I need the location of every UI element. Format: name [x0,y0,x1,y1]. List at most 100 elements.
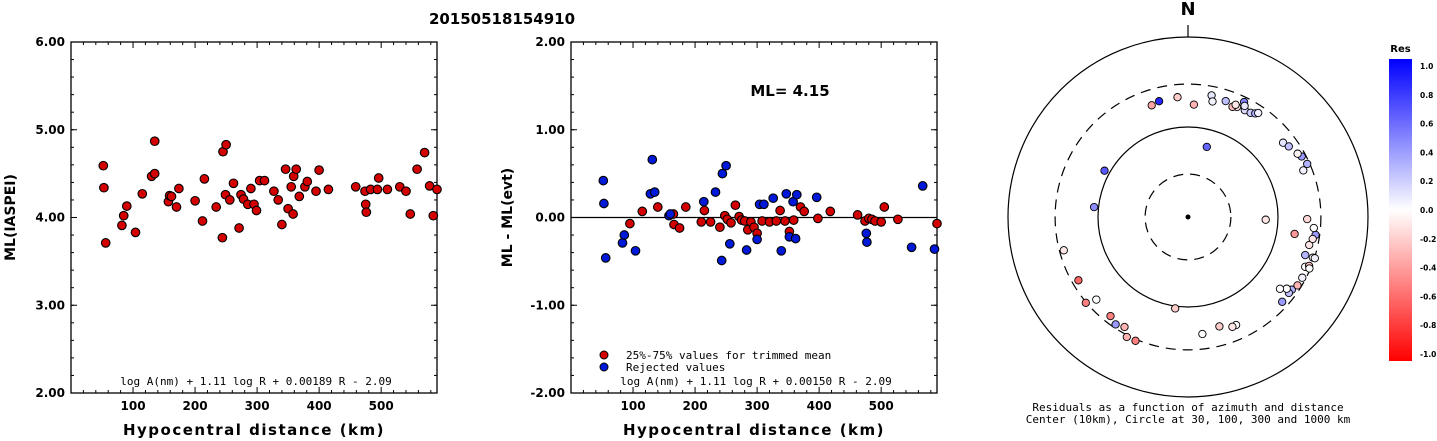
colorbar-tick-label: -0.2 [1420,235,1436,244]
station-residual-point [1303,159,1312,169]
y-axis-label: ML(IASPEI) [3,174,19,261]
station-residual-point [1231,100,1240,109]
data-point [717,168,728,179]
data-point [598,175,609,186]
data-point [280,164,291,175]
station-residual-point [1303,214,1312,224]
data-point [619,230,630,240]
data-point [373,173,384,183]
colorbar-tick-label: 0.2 [1420,177,1433,186]
y-tick-label: -2.00 [530,386,565,400]
station-residual-point [1111,320,1120,329]
x-tick-label: 400 [807,399,832,413]
data-point [302,176,313,187]
data-point [861,228,872,239]
y-tick-label: 3.00 [35,298,65,312]
caption-line-1: Residuals as a function of azimuth and d… [1032,401,1343,414]
data-point [649,187,660,197]
data-point [730,200,741,211]
data-point [412,164,422,175]
data-point [716,255,727,266]
data-point [277,219,287,230]
ml-value-annotation: ML= 4.15 [750,82,829,100]
station-residual-point [1059,246,1068,255]
data-point [790,233,801,244]
data-point [630,245,641,256]
station-residual-point [1278,297,1287,306]
residual-vs-distance-panel: 100 200 300 400 500 -2.00 -1.00 0.00 1.00 2.00 Hyp… [500,35,942,439]
data-point [759,199,769,210]
azimuth-residual-panel: N Residuals as a function of azimuth and … [1007,0,1369,426]
data-point [251,205,262,216]
data-point [771,216,782,226]
data-point [674,223,685,233]
ml-vs-distance-panel: 100 200 300 400 500 2.00 3.00 4.00 5.00 6.00 Hypoc… [3,35,442,439]
station-residual-point [1299,166,1308,175]
y-tick-label: 4.00 [35,211,65,225]
data-point [705,217,716,227]
data-point [166,191,177,202]
data-point [825,206,836,217]
distance-ring [1054,83,1322,351]
station-residual-point [1208,97,1217,106]
data-point [862,237,872,247]
station-residual-point [1215,322,1224,331]
x-axis-label: Hypocentral distance (km) [123,421,385,439]
data-point [680,202,691,212]
data-point [647,154,658,165]
station-residual-point [1309,223,1318,233]
station-residual-point [1308,234,1317,244]
data-point [224,195,235,205]
station-residual-point [1293,149,1302,158]
colorbar-tick-label: -0.6 [1420,292,1436,301]
station-residual-point [1275,284,1285,293]
data-point [741,245,752,255]
station-residual-point [1122,332,1131,342]
colorbar-tick-label: -0.8 [1420,321,1436,330]
data-point [432,184,442,195]
colorbar-tick-label: 0.4 [1420,148,1433,157]
x-tick-label: 300 [745,399,770,413]
station-residual-point [1228,322,1237,331]
x-tick-label: 100 [621,399,646,413]
data-point [117,220,127,231]
station-residual-point [1147,101,1156,110]
station-residual-point [1198,329,1207,339]
data-point [932,218,942,229]
data-point [799,206,810,217]
data-point [259,175,270,186]
colorbar-gradient [1389,59,1412,361]
data-point [929,244,940,254]
y-tick-label: 5.00 [35,123,65,137]
data-point [171,202,182,212]
data-point [791,189,802,200]
x-tick-label: 200 [683,399,708,413]
data-point [118,210,129,221]
x-tick-label: 100 [121,399,146,413]
data-point [130,227,141,238]
station-residual-point [1261,215,1270,224]
data-point [217,232,228,243]
formula-text: log A(nm) + 1.11 log R + 0.00150 R - 2.0… [620,375,892,388]
data-point [228,178,239,189]
residual-colorbar: Res 1.0 0.8 0.6 0.4 0.2 0.0 -0.2 -0.4 -0.6 -0.8 -1.… [1389,44,1436,361]
data-point [906,242,917,253]
data-point [776,245,787,256]
data-point [291,164,302,175]
data-point [428,210,439,221]
data-point [121,201,132,211]
y-tick-label: 2.00 [535,35,565,49]
y-tick-label: 1.00 [535,123,565,137]
data-point [361,207,372,218]
data-point [288,209,298,219]
data-point [401,186,411,197]
station-residual-point [1189,100,1199,109]
data-point [726,217,736,228]
data-point [246,183,256,194]
data-point [350,181,361,192]
center-point [1185,214,1191,220]
data-point [269,186,279,197]
data-point [174,183,184,194]
legend-label: Rejected values [626,361,725,374]
data-point [811,192,822,203]
